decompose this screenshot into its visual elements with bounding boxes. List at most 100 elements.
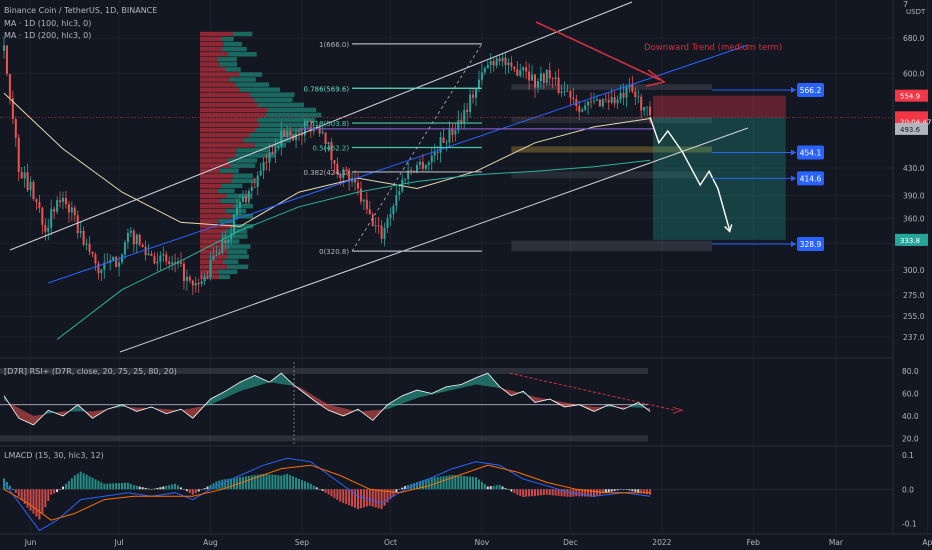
channel-upper [9, 1, 633, 251]
candle-body [241, 196, 244, 202]
macd-histogram-bar [194, 489, 197, 494]
candle-body [584, 105, 587, 110]
candle-body [300, 133, 303, 136]
fib-retracement[interactable]: 1(666.0) 0.786(569.6) 0.618(503.8) 0.5(462.… [304, 41, 483, 256]
candle-body [38, 202, 41, 208]
ma200-legend[interactable]: MA · 1D (200, hlc3, 0) [4, 31, 92, 40]
level-zones [511, 84, 712, 252]
candle-body [613, 96, 616, 104]
candle-body [460, 119, 463, 123]
volume-bar-down [200, 36, 222, 42]
lmacd-title: LMACD (15, 30, hlc3, 12) [4, 451, 104, 460]
volume-bar-down [200, 92, 251, 97]
candle-body [17, 137, 20, 172]
rsi-fill [63, 411, 66, 416]
candle-body [445, 142, 448, 144]
trend-channel[interactable] [0, 1, 893, 353]
candle-body [463, 109, 466, 123]
lmacd-pane[interactable] [0, 457, 893, 532]
candle-body [365, 199, 368, 210]
symbol-title[interactable]: Binance Coin / TetherUS, 1D, BINANCE [4, 6, 158, 15]
rsi-fill [304, 390, 308, 396]
macd-histogram-bar [545, 489, 548, 495]
rsi-fill [558, 401, 562, 406]
time-tick-label: Mar [829, 538, 844, 547]
level-arrow [791, 149, 796, 156]
macd-histogram-bar [466, 476, 469, 490]
candle-body [354, 178, 357, 183]
price-tick-label: 255.0 [903, 312, 925, 321]
level-arrow [791, 241, 796, 248]
rsi-fill [245, 378, 249, 390]
candle-body [253, 186, 256, 188]
macd-histogram-bar [212, 483, 215, 490]
macd-histogram-bar [209, 484, 212, 490]
candle-body [342, 169, 345, 179]
volume-bar-up [219, 168, 239, 173]
candle-body [392, 205, 395, 215]
candle-body [244, 196, 247, 203]
macd-histogram-bar [519, 489, 522, 496]
candle-body [23, 172, 26, 179]
candle-body [569, 91, 572, 98]
candle-body [424, 165, 427, 169]
macd-histogram-bar [318, 489, 321, 490]
rsi-fill [467, 380, 471, 387]
lmacd-tick-label: 0.1 [902, 451, 914, 460]
candle-body [418, 162, 421, 166]
macd-histogram-bar [492, 485, 495, 490]
volume-bar-up [244, 138, 292, 143]
candle-body [53, 208, 56, 212]
rsi-fill [422, 391, 426, 397]
rsi-fill [484, 373, 488, 387]
volume-bar-down [200, 163, 231, 168]
macd-histogram-bar [413, 483, 416, 490]
candle-body [327, 142, 330, 144]
volume-bar-up [249, 132, 297, 138]
macd-histogram-bar [389, 489, 392, 500]
volume-bar-down [200, 138, 245, 143]
macd-histogram-bar [336, 489, 339, 500]
macd-histogram-bar [168, 485, 171, 490]
level-labels[interactable]: 566.2 454.1 414.6 328.9 [712, 82, 824, 252]
candle-body [436, 152, 439, 153]
rsi-tick-label: 80.0 [902, 367, 919, 376]
macd-histogram-bar [79, 471, 82, 490]
rsi-fill [207, 399, 211, 406]
candle-body [35, 199, 38, 203]
macd-histogram-bar [522, 489, 525, 497]
rsi-title: [D7R] RSI+ (D7R, close, 20, 75, 25, 80, … [4, 367, 177, 376]
level-zone [511, 171, 712, 179]
rsi-pane[interactable] [0, 362, 684, 444]
rsi-fill [189, 408, 193, 419]
candle-body [298, 133, 300, 135]
macd-histogram-bar [197, 489, 200, 492]
rsi-fill [334, 406, 338, 414]
macd-histogram-bar [421, 480, 424, 490]
macd-histogram-bar [221, 479, 224, 490]
rsi-fill [419, 390, 423, 398]
ma100-legend[interactable]: MA · 1D (100, hlc3, 0) [4, 19, 92, 28]
rsi-fill [240, 380, 243, 392]
rsi-fill [346, 408, 350, 415]
price-tick-label: 680.0 [903, 34, 925, 43]
macd-histogram-bar [595, 489, 598, 496]
rsi-fill [514, 391, 518, 395]
macd-histogram-bar [354, 489, 357, 508]
candle-body [486, 64, 489, 69]
projection-path[interactable] [649, 117, 733, 233]
rsi-fill [405, 393, 409, 403]
macd-histogram-bar [286, 473, 289, 490]
rsi-fill [307, 392, 311, 398]
macd-histogram-bar [97, 480, 100, 490]
volume-bar-down [200, 143, 255, 148]
macd-histogram-bar [486, 486, 489, 490]
level-label: 566.2 [800, 86, 822, 95]
time-axis[interactable]: Jun Jul Aug Sep Oct Nov Dec 2022 Feb Mar Ap [24, 538, 932, 547]
price-axis[interactable]: 680.0600.0430.0390.0360.0330.0300.0275.0… [895, 34, 931, 529]
rsi-fill [225, 389, 229, 398]
macd-histogram-bar [357, 489, 359, 510]
macd-histogram-bar [619, 489, 622, 490]
